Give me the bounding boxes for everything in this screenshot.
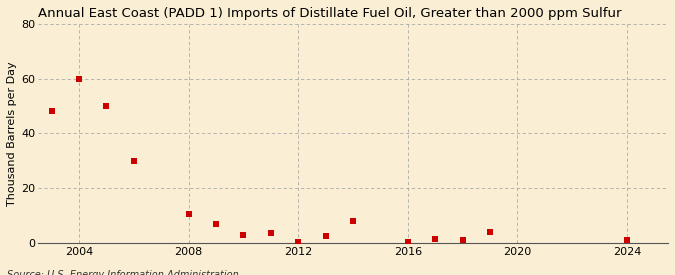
Text: Source: U.S. Energy Information Administration: Source: U.S. Energy Information Administ… (7, 271, 238, 275)
Point (47, 109, 57, 114)
Point (74, 76, 84, 81)
Point (402, 239, 413, 244)
Point (265, 231, 276, 235)
Point (430, 236, 441, 241)
Point (348, 219, 358, 223)
Point (293, 239, 304, 244)
Point (320, 234, 331, 238)
Point (184, 212, 194, 216)
Point (211, 222, 221, 226)
Point (101, 104, 112, 108)
Y-axis label: Thousand Barrels per Day: Thousand Barrels per Day (7, 61, 17, 206)
Point (128, 159, 139, 163)
Point (622, 238, 632, 242)
Point (238, 232, 249, 237)
Point (457, 238, 468, 242)
Text: Annual East Coast (PADD 1) Imports of Distillate Fuel Oil, Greater than 2000 ppm: Annual East Coast (PADD 1) Imports of Di… (38, 7, 622, 20)
Point (485, 230, 495, 234)
